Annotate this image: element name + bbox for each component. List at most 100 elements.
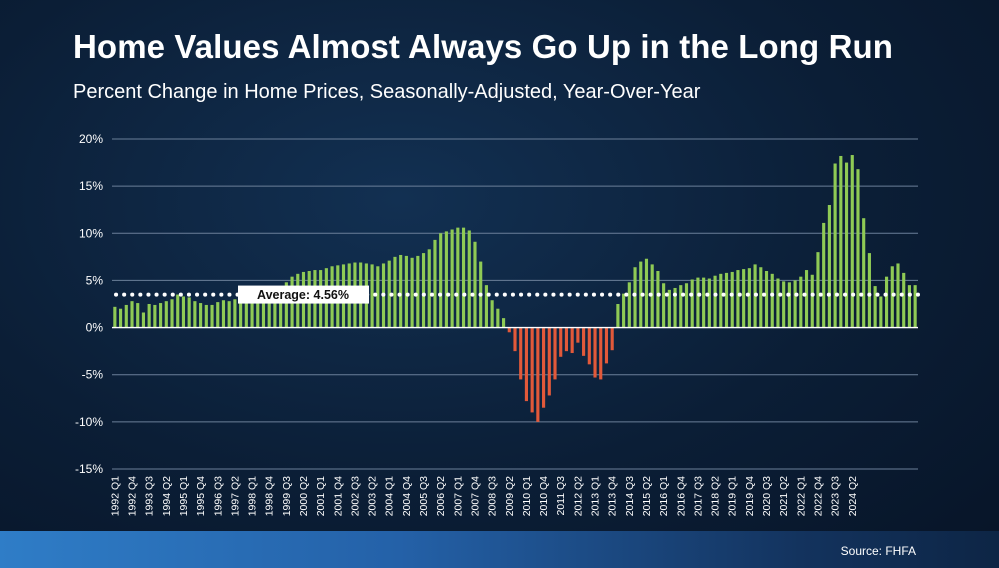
bar bbox=[650, 264, 654, 328]
bar bbox=[633, 267, 637, 328]
x-tick-label: 2001 Q4 bbox=[332, 476, 344, 516]
x-tick-label: 1998 Q4 bbox=[264, 476, 276, 516]
bar bbox=[587, 327, 591, 365]
x-tick-label: 2019 Q1 bbox=[727, 476, 739, 516]
bar bbox=[827, 205, 831, 328]
bar bbox=[387, 260, 391, 328]
x-tick-label: 2007 Q4 bbox=[469, 476, 481, 516]
bar bbox=[124, 304, 128, 328]
bar bbox=[490, 300, 494, 328]
bar bbox=[833, 163, 837, 328]
bar bbox=[530, 327, 534, 413]
x-tick-label: 2011 Q3 bbox=[555, 476, 567, 516]
bar bbox=[370, 264, 374, 328]
y-tick-label: -15% bbox=[75, 462, 103, 476]
x-axis-tick-labels: 1992 Q1 1992 Q4 1993 Q3 1994 Q2 1995 Q1 1995 … bbox=[109, 476, 858, 516]
bar bbox=[850, 155, 854, 328]
bars bbox=[113, 155, 917, 422]
bar bbox=[210, 304, 214, 328]
bar bbox=[707, 278, 711, 328]
bar bbox=[227, 301, 231, 328]
bar bbox=[204, 304, 208, 328]
bar bbox=[450, 229, 454, 328]
bar bbox=[816, 252, 820, 328]
bar bbox=[513, 327, 517, 352]
gridlines bbox=[112, 138, 918, 470]
bar bbox=[622, 293, 626, 328]
bar bbox=[902, 272, 906, 328]
bar bbox=[416, 255, 420, 328]
bar bbox=[181, 296, 186, 328]
bar bbox=[519, 327, 523, 380]
x-tick-label: 2022 Q4 bbox=[812, 476, 824, 516]
bar-chart: 20%15%10%5%0%-5%-10%-15% 1992 Q1 1992 Q4 1… bbox=[75, 132, 918, 516]
bar bbox=[696, 277, 700, 328]
y-tick-label: 0% bbox=[86, 321, 104, 335]
bar bbox=[873, 286, 877, 328]
x-tick-label: 2013 Q1 bbox=[590, 476, 602, 516]
bar bbox=[221, 300, 226, 328]
bar bbox=[393, 256, 397, 328]
x-tick-label: 1992 Q4 bbox=[127, 476, 139, 516]
x-tick-label: 2016 Q4 bbox=[675, 476, 687, 516]
bar bbox=[410, 257, 414, 328]
source-note: Source: FHFA bbox=[840, 544, 916, 558]
x-tick-label: 2015 Q2 bbox=[641, 476, 653, 516]
x-tick-label: 2005 Q3 bbox=[418, 476, 430, 516]
x-tick-label: 2003 Q2 bbox=[367, 476, 379, 516]
bar bbox=[776, 278, 780, 328]
bar bbox=[273, 291, 277, 328]
x-tick-label: 2019 Q4 bbox=[744, 476, 756, 516]
bar bbox=[884, 276, 889, 328]
bar bbox=[439, 233, 443, 328]
bar bbox=[599, 327, 603, 380]
bar bbox=[427, 249, 431, 328]
bar bbox=[690, 279, 694, 328]
x-tick-label: 2008 Q3 bbox=[487, 476, 499, 516]
bar bbox=[536, 327, 540, 422]
bar bbox=[576, 327, 580, 343]
bar bbox=[456, 227, 460, 328]
bar bbox=[667, 289, 671, 328]
bar bbox=[553, 327, 557, 380]
bar bbox=[856, 169, 860, 328]
y-tick-label: -5% bbox=[82, 368, 104, 382]
bar bbox=[593, 327, 597, 378]
x-tick-label: 1995 Q4 bbox=[195, 476, 207, 516]
bar bbox=[256, 299, 260, 328]
bar bbox=[153, 304, 157, 328]
bar bbox=[810, 274, 814, 328]
bar bbox=[742, 269, 746, 328]
x-tick-label: 2022 Q1 bbox=[795, 476, 807, 516]
bar bbox=[730, 271, 734, 328]
x-tick-label: 1992 Q1 bbox=[109, 476, 121, 516]
x-tick-label: 2007 Q1 bbox=[452, 476, 464, 516]
bar bbox=[862, 218, 866, 328]
average-label: Average: 4.56% bbox=[238, 285, 369, 304]
bar bbox=[804, 270, 809, 328]
bar bbox=[604, 327, 609, 364]
bar bbox=[147, 304, 151, 328]
bar bbox=[782, 281, 786, 328]
bar bbox=[564, 327, 569, 352]
bar bbox=[793, 280, 797, 328]
bar bbox=[199, 303, 203, 328]
bar bbox=[141, 312, 146, 328]
x-tick-label: 2021 Q2 bbox=[778, 476, 790, 516]
x-tick-label: 1998 Q1 bbox=[247, 476, 259, 516]
x-tick-label: 2014 Q3 bbox=[624, 476, 636, 516]
footer-bar: Source: FHFA bbox=[0, 531, 999, 568]
bar bbox=[770, 273, 774, 328]
bar bbox=[376, 266, 380, 328]
bar bbox=[656, 271, 660, 328]
y-tick-label: 20% bbox=[79, 132, 103, 146]
bar bbox=[216, 302, 220, 328]
x-tick-label: 1993 Q3 bbox=[144, 476, 156, 516]
bar bbox=[844, 162, 849, 328]
y-tick-label: -10% bbox=[75, 415, 103, 429]
bar bbox=[570, 327, 574, 354]
bar bbox=[239, 298, 243, 328]
y-tick-label: 10% bbox=[79, 226, 103, 240]
bar bbox=[524, 327, 528, 402]
bar bbox=[193, 301, 197, 328]
